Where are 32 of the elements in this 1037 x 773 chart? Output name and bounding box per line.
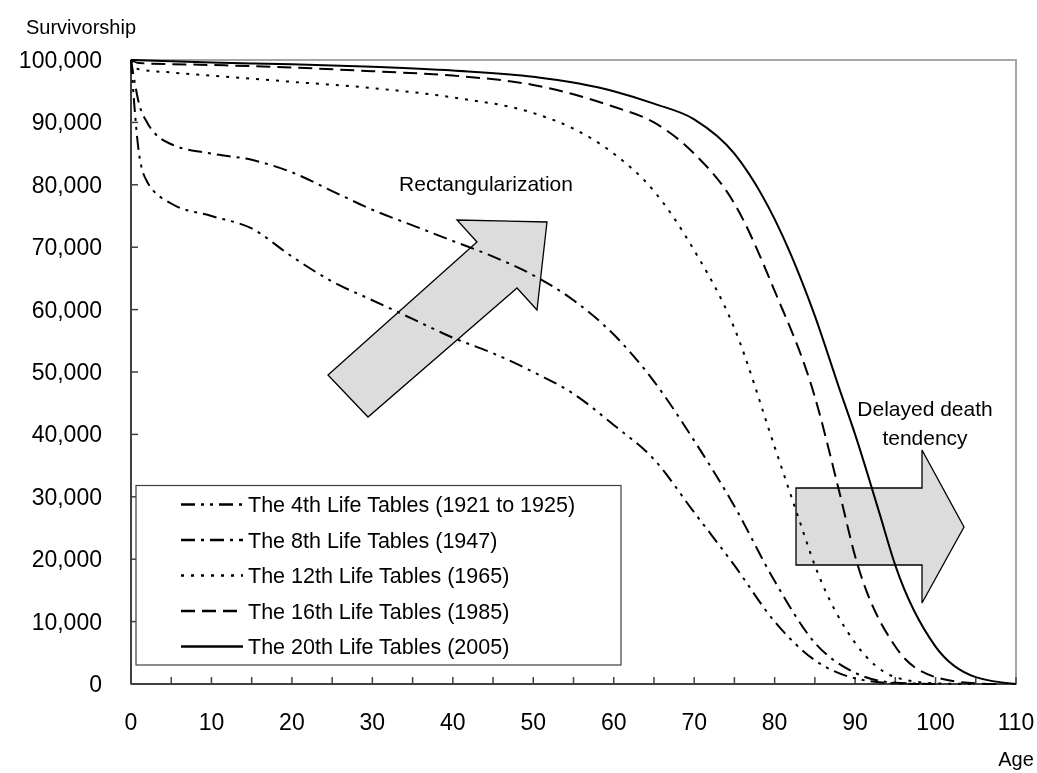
x-tick-label: 10 (198, 709, 225, 735)
y-tick-label: 100,000 (18, 47, 102, 74)
y-tick-label: 10,000 (31, 608, 102, 635)
x-tick-label: 40 (440, 709, 466, 735)
x-tick-label: 0 (124, 709, 138, 735)
x-tick-label: 20 (279, 709, 305, 735)
legend-label: The 12th Life Tables (1965) (248, 564, 510, 589)
x-tick-label: 60 (600, 709, 627, 735)
x-tick-label: 80 (761, 709, 788, 735)
legend-label: The 8th Life Tables (1947) (248, 528, 498, 553)
x-tick-label: 100 (916, 709, 955, 735)
y-tick-label: 40,000 (31, 421, 102, 448)
y-tick-label: 30,000 (31, 483, 102, 510)
x-tick-label: 30 (359, 709, 386, 735)
legend-label: The 20th Life Tables (2005) (248, 635, 510, 660)
y-tick-label: 0 (89, 671, 102, 698)
y-axis-title: Survivorship (26, 16, 137, 38)
x-tick-label: 110 (997, 709, 1035, 735)
y-tick-label: 70,000 (31, 234, 102, 261)
y-tick-label: 80,000 (31, 171, 102, 198)
y-tick-label: 60,000 (31, 296, 102, 323)
legend-label: The 4th Life Tables (1921 to 1925) (248, 493, 576, 518)
x-axis-title: Age (998, 748, 1034, 770)
y-tick-label: 20,000 (31, 546, 102, 573)
annotation: Rectangularization (399, 172, 573, 195)
x-tick-label: 70 (681, 709, 707, 735)
y-tick-label: 50,000 (31, 359, 102, 386)
annotation: Delayed death tendency (857, 397, 993, 449)
y-tick-label: 90,000 (31, 109, 102, 136)
x-tick-label: 50 (520, 709, 547, 735)
x-tick-label: 90 (842, 709, 868, 735)
legend-label: The 16th Life Tables (1985) (248, 599, 510, 624)
